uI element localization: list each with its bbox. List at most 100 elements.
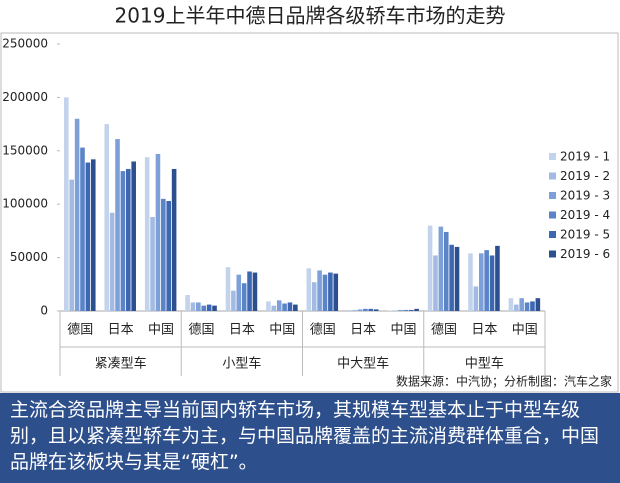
chart-title: 2019上半年中德日品牌各级轿车市场的走势 [115, 4, 506, 28]
bar [247, 271, 252, 311]
bar [392, 310, 398, 311]
x-tick-label: 日本 [350, 323, 376, 338]
bar [328, 272, 333, 311]
bar [196, 302, 201, 311]
bar [190, 302, 196, 311]
x-tick-label: 中国 [512, 323, 538, 338]
bar [241, 283, 247, 311]
bar [438, 226, 444, 311]
bar [368, 308, 374, 311]
x-tick-label: 德国 [310, 323, 336, 338]
bar [271, 305, 277, 311]
bar [484, 250, 489, 311]
bar [524, 302, 530, 311]
group-label: 紧凑型车 [95, 356, 147, 372]
group-label: 小型车 [222, 356, 261, 372]
bar [155, 154, 161, 311]
bar [495, 245, 500, 311]
bar [489, 255, 495, 311]
bar [468, 253, 473, 311]
bar [357, 309, 363, 311]
bar [69, 179, 75, 311]
y-tick-label: 200000 [2, 90, 48, 104]
bar [80, 147, 85, 311]
source-note: 数据来源：中汽协；分析制图：汽车之家 [396, 374, 612, 389]
y-tick-label: 0 [40, 304, 48, 318]
bar [166, 200, 172, 311]
bar [225, 267, 231, 311]
bar [306, 268, 312, 311]
bar [144, 157, 150, 311]
bar [530, 301, 535, 311]
bar [231, 290, 236, 311]
bar [293, 304, 298, 311]
y-tick-label: 50000 [10, 250, 48, 264]
legend-swatch [549, 153, 556, 160]
group-label: 中大型车 [337, 356, 389, 372]
x-tick-label: 德国 [67, 323, 93, 338]
bar [109, 212, 115, 311]
legend-swatch [549, 172, 556, 180]
bar [276, 300, 282, 311]
bar [387, 310, 392, 311]
x-tick-label: 德国 [431, 323, 457, 338]
bar [252, 272, 258, 311]
bar [346, 309, 352, 311]
bar [322, 274, 328, 311]
x-tick-label: 日本 [108, 323, 134, 338]
bar [398, 309, 403, 311]
chart-frame [0, 32, 619, 393]
bar [120, 171, 126, 311]
bar [85, 162, 91, 311]
bar [266, 301, 271, 311]
bar [287, 302, 293, 311]
bar [201, 305, 207, 311]
bar [408, 309, 414, 311]
bar [443, 231, 449, 311]
bar [236, 274, 242, 311]
bar [427, 225, 433, 311]
bar [433, 255, 438, 311]
legend-swatch [549, 250, 556, 258]
x-tick-label: 日本 [471, 323, 497, 338]
legend-label: 2019 - 2 [560, 169, 610, 183]
bar [311, 282, 317, 311]
legend-label: 2019 - 5 [560, 228, 610, 242]
bar [403, 309, 409, 311]
bar [449, 244, 454, 311]
bar [352, 309, 357, 311]
legend-label: 2019 - 4 [560, 208, 610, 222]
bar [363, 308, 368, 311]
bar [508, 298, 514, 311]
x-tick-label: 中国 [391, 323, 417, 338]
bar [317, 270, 322, 311]
bar [519, 298, 524, 311]
group-label: 中型车 [465, 356, 504, 372]
bar [74, 118, 80, 311]
caption: 主流合资品牌主导当前国内轿车市场，其规模车型基本止于中型车级别，且以紧凑型轿车为… [0, 393, 620, 483]
bar [64, 97, 69, 312]
bar [150, 217, 155, 311]
bar [473, 286, 479, 311]
legend-swatch [549, 231, 556, 238]
bar [373, 309, 379, 311]
bar [104, 124, 110, 311]
bar [131, 161, 136, 311]
bar [115, 139, 120, 311]
bar [126, 168, 131, 311]
bar [90, 159, 96, 311]
y-tick-label: 250000 [2, 37, 48, 51]
bar [333, 273, 339, 311]
chart: 2019上半年中德日品牌各级轿车市场的走势 数据来源：中汽协；分析制图：汽车之家… [0, 4, 619, 393]
bar [478, 253, 484, 311]
legend-label: 2019 - 6 [560, 247, 610, 261]
x-tick-label: 日本 [229, 323, 255, 338]
bar [171, 168, 177, 311]
y-tick-label: 150000 [2, 143, 48, 157]
legend-label: 2019 - 1 [560, 150, 610, 164]
legend-swatch [549, 211, 556, 219]
legend-swatch [549, 192, 556, 199]
bar [535, 298, 541, 311]
bar [282, 303, 287, 311]
